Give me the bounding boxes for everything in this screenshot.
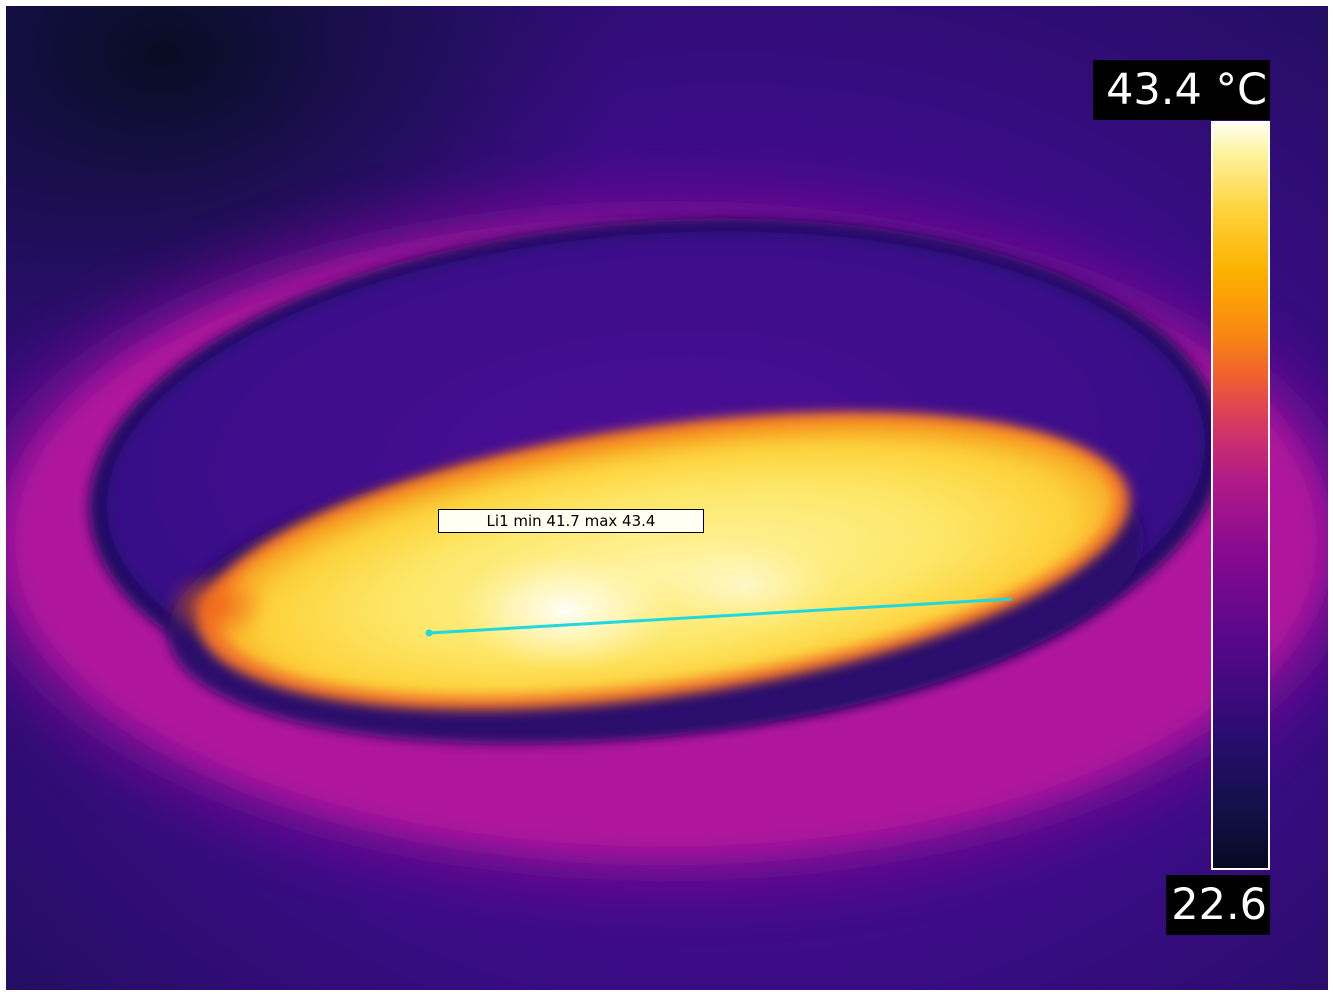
line-measurement-label: Li1 min 41.7 max 43.4 bbox=[438, 509, 704, 533]
temperature-scale-bar bbox=[1211, 121, 1270, 870]
thermal-image-viewer: Li1 min 41.7 max 43.4 bbox=[6, 6, 1328, 990]
temperature-scale-max-label: 43.4 °C bbox=[1093, 60, 1270, 120]
measurement-line-start-handle[interactable] bbox=[425, 629, 433, 637]
measurement-line[interactable] bbox=[427, 597, 1012, 635]
temperature-scale-min-label: 22.6 bbox=[1166, 875, 1270, 935]
thermal-image bbox=[6, 6, 1328, 990]
